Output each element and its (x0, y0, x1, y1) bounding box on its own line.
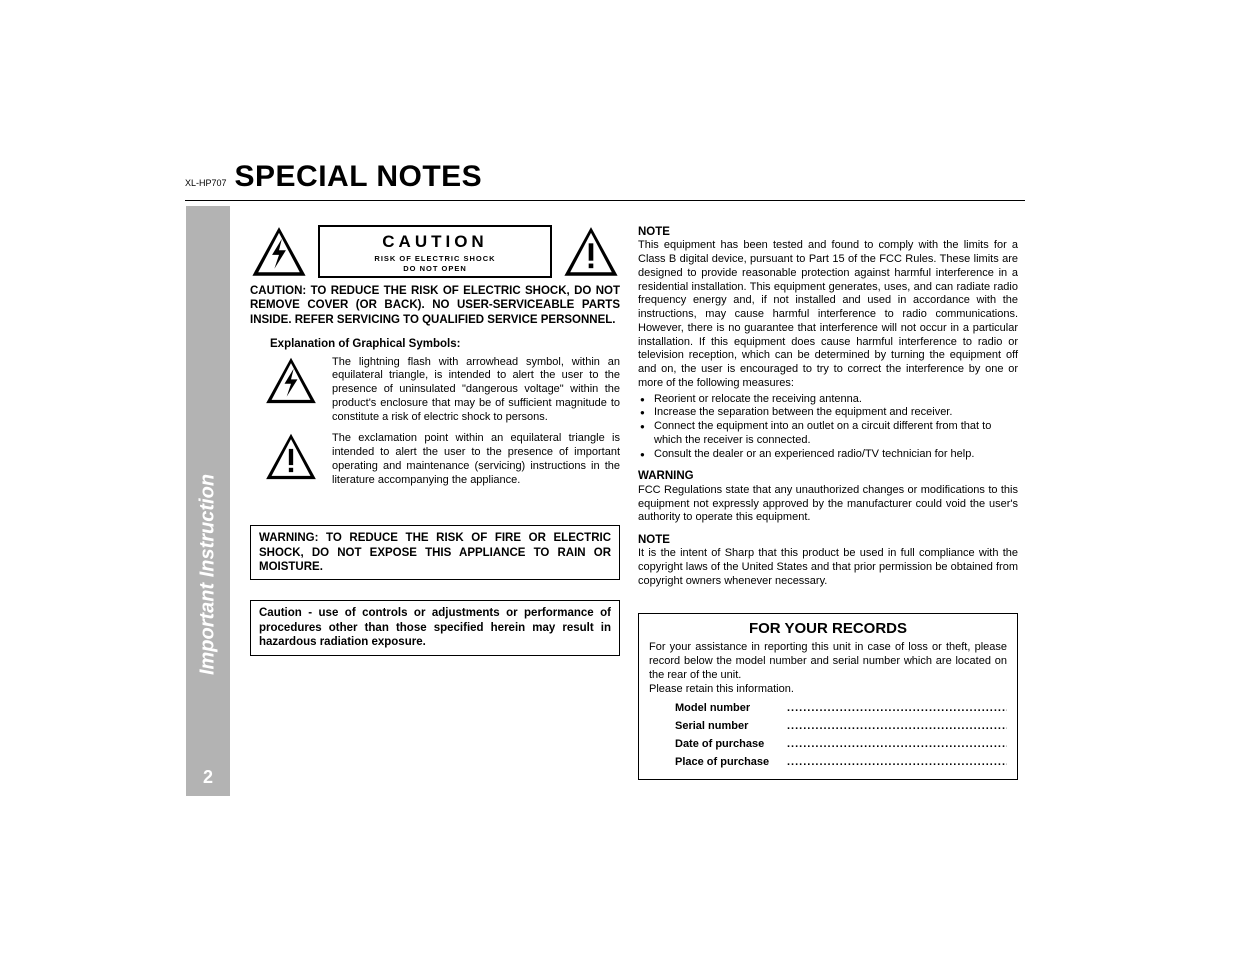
record-row: Date of purchase .......................… (675, 738, 1007, 752)
record-row: Place of purchase ......................… (675, 756, 1007, 770)
caution-text: CAUTION: TO REDUCE THE RISK OF ELECTRIC … (250, 284, 620, 327)
sidebar: Important Instruction 2 (186, 206, 230, 796)
caution-line2: DO NOT OPEN (326, 264, 544, 273)
note2-body: It is the intent of Sharp that this prod… (638, 547, 1018, 588)
warning-heading: WARNING (638, 469, 1018, 483)
list-item: Consult the dealer or an experienced rad… (638, 448, 1018, 462)
exclamation-triangle-icon (264, 432, 318, 482)
field-label: Place of purchase (675, 756, 787, 770)
note-heading: NOTE (638, 225, 1018, 239)
page-title: SPECIAL NOTES (235, 160, 483, 194)
model-code: XL-HP707 (185, 178, 227, 188)
records-title: FOR YOUR RECORDS (649, 620, 1007, 639)
field-label: Serial number (675, 720, 787, 734)
page-number: 2 (203, 767, 213, 788)
caution-radiation-box: Caution - use of controls or adjustments… (250, 600, 620, 655)
record-row: Serial number ..........................… (675, 720, 1007, 734)
record-row: Model number ...........................… (675, 702, 1007, 716)
records-fields: Model number ...........................… (649, 702, 1007, 769)
symbols-heading: Explanation of Graphical Symbols: (270, 337, 620, 351)
list-item: Increase the separation between the equi… (638, 406, 1018, 420)
right-column: NOTE This equipment has been tested and … (638, 225, 1018, 780)
caution-line1: RISK OF ELECTRIC SHOCK (326, 254, 544, 263)
dotted-line: ........................................… (787, 720, 1007, 734)
list-item: Reorient or relocate the receiving anten… (638, 393, 1018, 407)
left-column: CAUTION RISK OF ELECTRIC SHOCK DO NOT OP… (250, 225, 620, 780)
lightning-triangle-icon (264, 356, 318, 406)
lightning-triangle-icon (250, 226, 308, 278)
content-area: CAUTION RISK OF ELECTRIC SHOCK DO NOT OP… (250, 225, 1020, 780)
symbol-row-exclamation: The exclamation point within an equilate… (250, 432, 620, 487)
note-body: This equipment has been tested and found… (638, 239, 1018, 390)
list-item: Connect the equipment into an outlet on … (638, 420, 1018, 448)
records-box: FOR YOUR RECORDS For your assistance in … (638, 613, 1018, 781)
header-divider (185, 200, 1025, 201)
records-text2: Please retain this information. (649, 683, 1007, 697)
records-text1: For your assistance in reporting this un… (649, 641, 1007, 682)
field-label: Model number (675, 702, 787, 716)
symbol-row-lightning: The lightning flash with arrowhead symbo… (250, 356, 620, 425)
note2-heading: NOTE (638, 533, 1018, 547)
caution-word: CAUTION (326, 231, 544, 252)
dotted-line: ........................................… (787, 738, 1007, 752)
page-header: XL-HP707 SPECIAL NOTES (185, 160, 1025, 221)
measures-list: Reorient or relocate the receiving anten… (638, 393, 1018, 462)
warning-box: WARNING: TO REDUCE THE RISK OF FIRE OR E… (250, 525, 620, 580)
dotted-line: ........................................… (787, 702, 1007, 716)
symbol-lightning-text: The lightning flash with arrowhead symbo… (332, 356, 620, 425)
caution-panel: CAUTION RISK OF ELECTRIC SHOCK DO NOT OP… (250, 225, 620, 278)
sidebar-label: Important Instruction (197, 474, 220, 675)
caution-label-box: CAUTION RISK OF ELECTRIC SHOCK DO NOT OP… (318, 225, 552, 278)
dotted-line: ........................................… (787, 756, 1007, 770)
exclamation-triangle-icon (562, 226, 620, 278)
warning-body: FCC Regulations state that any unauthori… (638, 484, 1018, 525)
field-label: Date of purchase (675, 738, 787, 752)
symbol-exclamation-text: The exclamation point within an equilate… (332, 432, 620, 487)
